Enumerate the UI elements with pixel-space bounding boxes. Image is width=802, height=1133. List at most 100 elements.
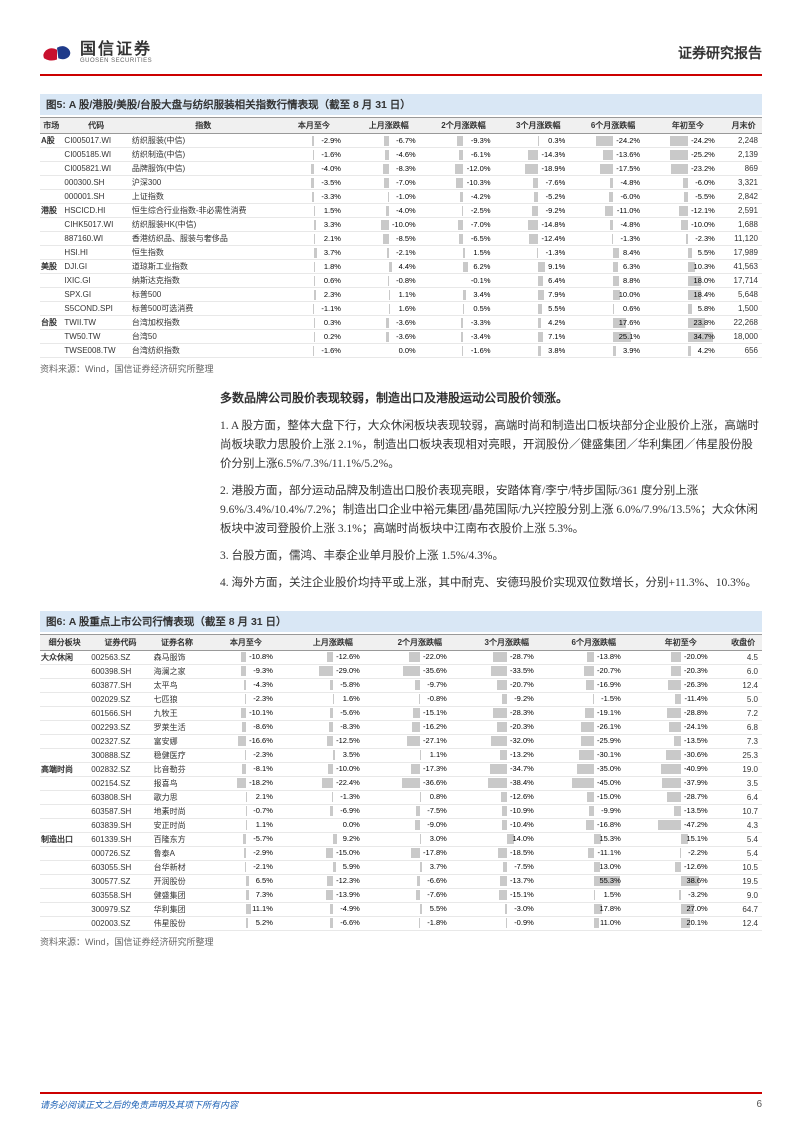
pct-cell: 3.9%: [576, 344, 651, 358]
pct-cell: -11.4%: [637, 692, 724, 706]
pct-cell: -7.6%: [501, 176, 576, 190]
market-cell: [40, 678, 89, 692]
name-cell: 太平鸟: [152, 678, 203, 692]
pct-cell: -6.7%: [351, 134, 426, 148]
pct-cell: 5.5%: [376, 902, 463, 916]
code-cell: 000001.SH: [62, 190, 129, 204]
pct-cell: -5.2%: [501, 190, 576, 204]
pct-cell: -5.6%: [289, 706, 376, 720]
table-row: 002293.SZ罗莱生活-8.6%-8.3%-16.2%-20.3%-26.1…: [40, 720, 762, 734]
market-cell: [40, 818, 89, 832]
pct-cell: 18.4%: [650, 288, 725, 302]
pct-cell: 11.0%: [550, 916, 637, 930]
table-row: S5COND.SPI标普500可选消费-1.1%1.6%0.5%5.5%0.6%…: [40, 302, 762, 316]
table-row: 制造出口601339.SH百隆东方-5.7%9.2%3.0%14.0%15.3%…: [40, 832, 762, 846]
logo-block: 国信证券 GUOSEN SECURITIES: [40, 40, 152, 66]
pct-cell: -12.5%: [289, 734, 376, 748]
col-header: 6个月涨跌幅: [550, 634, 637, 650]
pct-cell: 15.1%: [637, 832, 724, 846]
pct-cell: -3.3%: [277, 190, 352, 204]
pct-cell: -1.6%: [277, 344, 352, 358]
market-cell: [40, 776, 89, 790]
pct-cell: -6.9%: [289, 804, 376, 818]
pct-cell: -25.9%: [550, 734, 637, 748]
code-cell: 603587.SH: [89, 804, 151, 818]
close-cell: 4.5: [724, 650, 762, 664]
close-cell: 5.0: [724, 692, 762, 706]
name-cell: 七匹狼: [152, 692, 203, 706]
name-cell: 富安娜: [152, 734, 203, 748]
pct-cell: -28.7%: [463, 650, 550, 664]
market-cell: [40, 902, 89, 916]
table-index-performance: 市场代码指数本月至今上月涨跌幅2个月涨跌幅3个月涨跌幅6个月涨跌幅年初至今月末价…: [40, 117, 762, 358]
close-cell: 2,591: [725, 204, 762, 218]
code-cell: 601339.SH: [89, 832, 151, 846]
pct-cell: -13.8%: [550, 650, 637, 664]
pct-cell: 5.8%: [650, 302, 725, 316]
pct-cell: -4.2%: [426, 190, 501, 204]
col-header: 证券代码: [89, 634, 151, 650]
name-cell: 地素时尚: [152, 804, 203, 818]
pct-cell: -24.2%: [650, 134, 725, 148]
close-cell: 12.4: [724, 678, 762, 692]
figure5-source: 资料来源：Wind，国信证券经济研究所整理: [40, 358, 762, 377]
pct-cell: -14.8%: [501, 218, 576, 232]
close-cell: 18,000: [725, 330, 762, 344]
market-cell: 高端时尚: [40, 762, 89, 776]
pct-cell: -1.3%: [576, 232, 651, 246]
table-row: 603055.SH台华新材-2.1%5.9%3.7%-7.5%13.0%-12.…: [40, 860, 762, 874]
pct-cell: -25.2%: [650, 148, 725, 162]
close-cell: 2,842: [725, 190, 762, 204]
pct-cell: -18.2%: [202, 776, 289, 790]
pct-cell: -9.9%: [550, 804, 637, 818]
pct-cell: -13.6%: [576, 148, 651, 162]
col-header: 市场: [40, 118, 62, 134]
col-header: 指数: [130, 118, 277, 134]
pct-cell: -4.0%: [351, 204, 426, 218]
pct-cell: -13.7%: [463, 874, 550, 888]
name-cell: 纺织服装(中信): [130, 134, 277, 148]
pct-cell: -1.8%: [376, 916, 463, 930]
pct-cell: -0.9%: [463, 916, 550, 930]
pct-cell: 0.3%: [501, 134, 576, 148]
pct-cell: -2.1%: [351, 246, 426, 260]
col-header: 2个月涨跌幅: [426, 118, 501, 134]
pct-cell: -7.5%: [463, 860, 550, 874]
pct-cell: 17.6%: [576, 316, 651, 330]
pct-cell: 4.2%: [650, 344, 725, 358]
close-cell: 9.0: [724, 888, 762, 902]
pct-cell: 5.2%: [202, 916, 289, 930]
pct-cell: -9.3%: [202, 664, 289, 678]
market-cell: [40, 916, 89, 930]
code-cell: 002029.SZ: [89, 692, 151, 706]
name-cell: 台湾50: [130, 330, 277, 344]
name-cell: 报喜鸟: [152, 776, 203, 790]
code-cell: 002154.SZ: [89, 776, 151, 790]
close-cell: 5.4: [724, 846, 762, 860]
table-row: A股CI005017.WI纺织服装(中信)-2.9%-6.7%-9.3%0.3%…: [40, 134, 762, 148]
close-cell: 7.2: [724, 706, 762, 720]
pct-cell: -19.1%: [550, 706, 637, 720]
market-cell: [40, 246, 62, 260]
pct-cell: -26.3%: [637, 678, 724, 692]
pct-cell: 0.8%: [376, 790, 463, 804]
pct-cell: -13.5%: [637, 804, 724, 818]
pct-cell: 9.2%: [289, 832, 376, 846]
pct-cell: -18.9%: [501, 162, 576, 176]
code-cell: 300979.SZ: [89, 902, 151, 916]
col-header: 本月至今: [277, 118, 352, 134]
pct-cell: -4.0%: [277, 162, 352, 176]
name-cell: 安正时尚: [152, 818, 203, 832]
pct-cell: -9.3%: [426, 134, 501, 148]
name-cell: 纳斯达克指数: [130, 274, 277, 288]
name-cell: 香港纺织品、服装与奢侈品: [130, 232, 277, 246]
market-cell: [40, 162, 62, 176]
close-cell: 10.5: [724, 860, 762, 874]
pct-cell: -20.3%: [637, 664, 724, 678]
table-row: TWSE008.TW台湾纺织指数-1.6%0.0%-1.6%3.8%3.9%4.…: [40, 344, 762, 358]
pct-cell: -4.3%: [202, 678, 289, 692]
col-header: 代码: [62, 118, 129, 134]
col-header: 2个月涨跌幅: [376, 634, 463, 650]
name-cell: 稳健医疗: [152, 748, 203, 762]
pct-cell: 3.3%: [277, 218, 352, 232]
